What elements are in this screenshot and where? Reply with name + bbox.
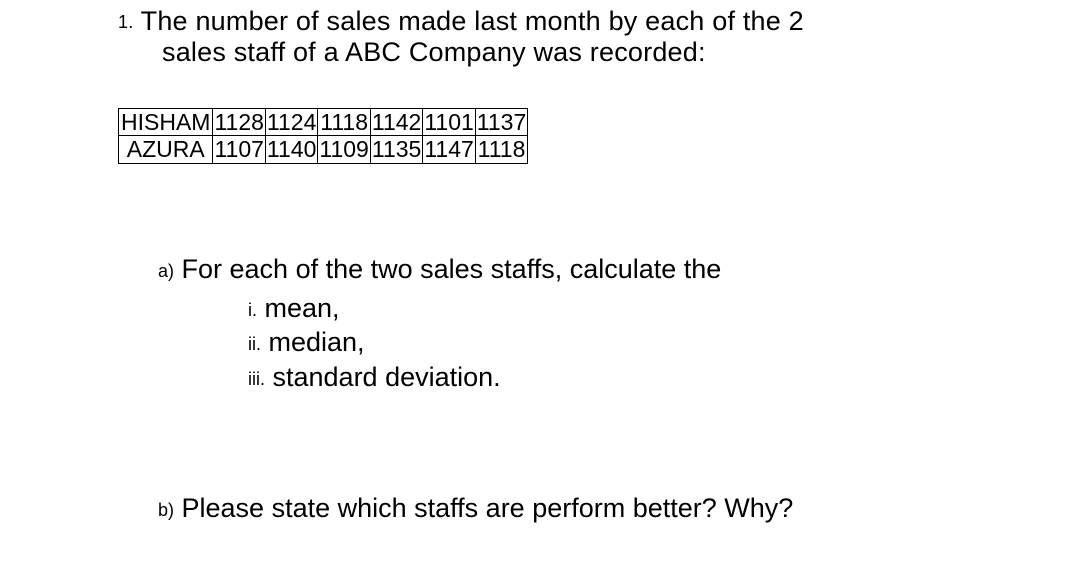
part-b-text: Please state which staffs are perform be… bbox=[174, 493, 793, 523]
cell: 1124 bbox=[265, 109, 317, 136]
part-a-lead: a) For each of the two sales staffs, cal… bbox=[158, 254, 958, 285]
sub-item: ii. median, bbox=[248, 325, 958, 360]
cell: 1137 bbox=[475, 109, 527, 136]
question-number: 1. bbox=[118, 12, 133, 32]
question-line-2: sales staff of a ABC Company was recorde… bbox=[162, 37, 958, 68]
part-a-text: For each of the two sales staffs, calcul… bbox=[174, 254, 721, 284]
question-text-1: The number of sales made last month by e… bbox=[133, 6, 803, 36]
roman: ii. bbox=[248, 334, 261, 354]
data-table-wrap: HISHAM 1128 1124 1118 1142 1101 1137 AZU… bbox=[118, 108, 958, 164]
cell: 1135 bbox=[370, 136, 422, 163]
part-b-label: b) bbox=[158, 500, 174, 520]
part-b: b) Please state which staffs are perform… bbox=[158, 493, 958, 524]
table-row: AZURA 1107 1140 1109 1135 1147 1118 bbox=[119, 136, 528, 163]
part-a-items: i. mean, ii. median, iii. standard devia… bbox=[248, 291, 958, 395]
sub-item-text: standard deviation. bbox=[265, 362, 501, 392]
sales-table: HISHAM 1128 1124 1118 1142 1101 1137 AZU… bbox=[118, 108, 528, 164]
cell: 1147 bbox=[423, 136, 475, 163]
roman: iii. bbox=[248, 369, 265, 389]
sub-item: i. mean, bbox=[248, 291, 958, 326]
cell: 1107 bbox=[213, 136, 265, 163]
cell: 1101 bbox=[423, 109, 475, 136]
cell: 1140 bbox=[265, 136, 317, 163]
staff-name: AZURA bbox=[119, 136, 213, 163]
part-a-label: a) bbox=[158, 261, 174, 281]
question-block: 1. The number of sales made last month b… bbox=[118, 6, 958, 524]
sub-item-text: mean, bbox=[257, 293, 340, 323]
part-a: a) For each of the two sales staffs, cal… bbox=[158, 254, 958, 395]
cell: 1142 bbox=[370, 109, 422, 136]
table-row: HISHAM 1128 1124 1118 1142 1101 1137 bbox=[119, 109, 528, 136]
cell: 1128 bbox=[213, 109, 265, 136]
sub-item: iii. standard deviation. bbox=[248, 360, 958, 395]
question-line-1: 1. The number of sales made last month b… bbox=[118, 6, 958, 37]
cell: 1109 bbox=[318, 136, 370, 163]
staff-name: HISHAM bbox=[119, 109, 213, 136]
sub-item-text: median, bbox=[261, 327, 365, 357]
cell: 1118 bbox=[318, 109, 370, 136]
cell: 1118 bbox=[475, 136, 527, 163]
roman: i. bbox=[248, 300, 257, 320]
